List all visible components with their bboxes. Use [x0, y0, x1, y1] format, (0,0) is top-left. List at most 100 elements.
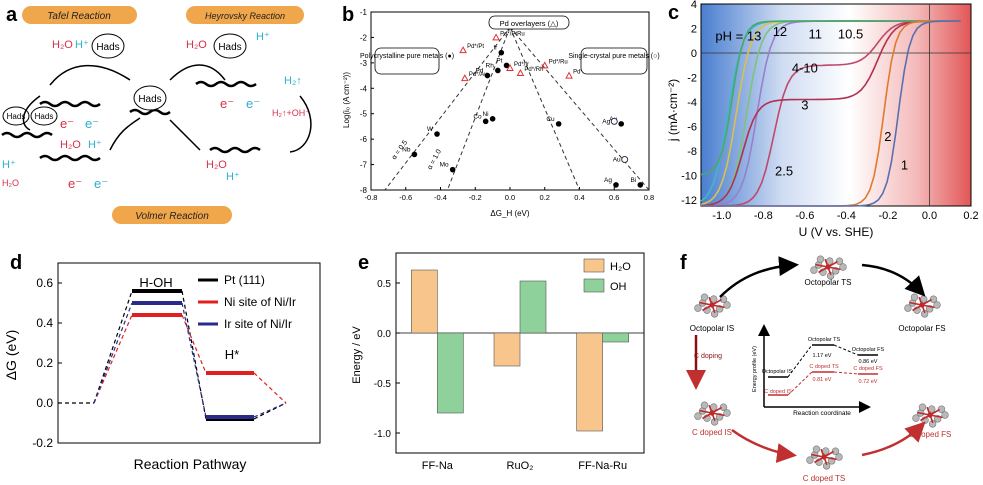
label-c-doped-is: C doped IS — [692, 428, 732, 437]
filled-point — [637, 182, 644, 188]
filled-point — [484, 72, 491, 79]
bar-OH — [437, 332, 464, 414]
y-tick-label-d: 0.6 — [36, 276, 53, 290]
y-tick-label-e: 0.5 — [377, 279, 391, 290]
legend-label-e: H₂O — [610, 261, 631, 273]
series-label-c: 2.5 — [775, 163, 793, 178]
bar-H₂O — [493, 332, 521, 367]
y-tick-labels-b: -1 -2 -3 -4 -5 -6 -7 -8 — [360, 8, 374, 195]
inset-x-label: Reaction coordinate — [793, 410, 851, 417]
surface-left — [1, 131, 53, 139]
x-tick-label-c: -1.0 — [712, 210, 731, 222]
hads-label-center: Hads — [138, 94, 161, 105]
connector-2-1 — [93, 302, 133, 404]
cluster-octo-ts — [810, 255, 847, 280]
y-tick-label-c: 0 — [691, 48, 697, 60]
curve-1 — [701, 20, 961, 207]
volcano-line — [509, 27, 580, 191]
triangle-point — [460, 74, 469, 82]
filled-point-label: W — [427, 126, 434, 133]
center-atom — [927, 412, 933, 418]
tafel-title: Tafel Reaction — [47, 11, 111, 22]
arrow-ts-to-fs — [861, 263, 926, 297]
hplus-label-volmer: H⁺ — [88, 139, 102, 151]
atom — [839, 263, 847, 271]
plot-frame-d — [57, 262, 321, 444]
series-label-c: 11 — [808, 26, 822, 41]
cluster-c-is — [694, 401, 731, 426]
y-tick-label-c: 4 — [691, 0, 697, 11]
atom — [831, 447, 840, 455]
triangle-point-label: Pd*/Rh — [524, 67, 543, 73]
legend-swatch-e — [583, 258, 605, 273]
connector-1-3 — [253, 372, 287, 404]
y-tick-label-c: -8 — [687, 146, 697, 158]
bar-OH — [519, 280, 547, 334]
arrow-volmer-center — [109, 117, 141, 151]
h2o-label-tafel: H₂O — [52, 39, 73, 51]
x-tick-label-e: FF-Na-Ru — [578, 460, 627, 472]
state-label-hstar: H* — [225, 347, 239, 362]
atom — [700, 293, 709, 301]
e-label-hey-blue: e⁻ — [246, 96, 260, 111]
cluster-c-fs — [912, 403, 949, 428]
inset-e4: 0.72 eV — [859, 379, 878, 385]
y-tick-label-c: 2 — [691, 23, 697, 35]
x-tick-label-b: 0.4 — [574, 193, 584, 202]
h2-label-left: H⁺ — [2, 159, 16, 171]
x-tick-label-c: -0.2 — [878, 210, 897, 222]
bars-e — [411, 269, 629, 432]
y-tick-label-b: -2 — [360, 33, 368, 42]
hads-oval-heyrovsky — [213, 33, 247, 59]
filled-point — [495, 67, 501, 74]
atom — [812, 445, 821, 453]
hads-oval-left2 — [30, 106, 58, 126]
hads-label-left2: Hads — [35, 112, 54, 121]
inset-c-ts: C doped TS — [809, 364, 839, 370]
panel-label-f: f — [680, 252, 687, 274]
center-atom — [821, 454, 827, 460]
panel-label-d: d — [10, 252, 23, 274]
legend-d: Pt (111) Ni site of Ni/Ir Ir site of Ni/Ir — [198, 273, 296, 331]
arrow-is-to-ts — [719, 256, 799, 298]
annotation-single: Single-crystal pure metals (○) — [568, 47, 660, 75]
open-point-label: Ag — [602, 118, 610, 125]
series-label-c: 1 — [901, 157, 908, 172]
volcano-line — [509, 26, 650, 191]
filled-point-label: Pt — [496, 57, 502, 64]
atom — [918, 403, 927, 411]
atom — [719, 295, 728, 303]
y-tick-label-c: -2 — [687, 72, 697, 84]
atom — [816, 255, 825, 263]
h2-label: H₂↑ — [284, 75, 302, 87]
x-axis-label-d: Reaction Pathway — [134, 456, 247, 472]
y-tick-label-e: 0.0 — [377, 329, 391, 340]
volcano-line — [384, 26, 511, 191]
triangle-point-label: Pd*/Ru — [549, 59, 568, 65]
open-point — [610, 117, 618, 125]
filled-point-label: Pd — [475, 68, 483, 75]
y-axis-label-c: j (mA·cm⁻²) — [666, 79, 680, 142]
open-point-label: Au — [613, 156, 621, 163]
series-label-c: 3 — [801, 97, 808, 112]
x-tick-label-c: -0.4 — [837, 210, 856, 222]
connector-2-2 — [181, 302, 207, 418]
triangle-point — [540, 61, 549, 69]
panel-label-b: b — [342, 4, 355, 26]
panel-b-volcano-plot: -1 -2 -3 -4 -5 -6 -7 -8 -0.8 -0.6 -0.4 -0.2 0.0 0.2 0… — [342, 8, 660, 218]
series-label-c: 12 — [773, 24, 787, 39]
e-label-volmer-red: e⁻ — [68, 176, 82, 191]
volmer-title: Volmer Reaction — [135, 211, 209, 222]
x-tick-label-b: -0.4 — [434, 193, 447, 202]
inset-y-label: Energy profile (eV) — [752, 346, 758, 392]
atom — [910, 293, 919, 301]
filled-point — [613, 182, 619, 188]
atom — [810, 266, 818, 274]
label-octo-ts: Octopolar TS — [805, 278, 852, 287]
bar-OH — [602, 332, 629, 343]
heyrovsky-title-badge: Heyrovsky Reaction — [186, 6, 304, 24]
annotation-poly-text: Polycrystalline pure metals (●) — [360, 53, 454, 60]
y-tick-label-b: -6 — [360, 135, 368, 144]
y-tick-label-e: -1.0 — [374, 429, 392, 440]
label-c-doping: C doping — [694, 353, 722, 360]
